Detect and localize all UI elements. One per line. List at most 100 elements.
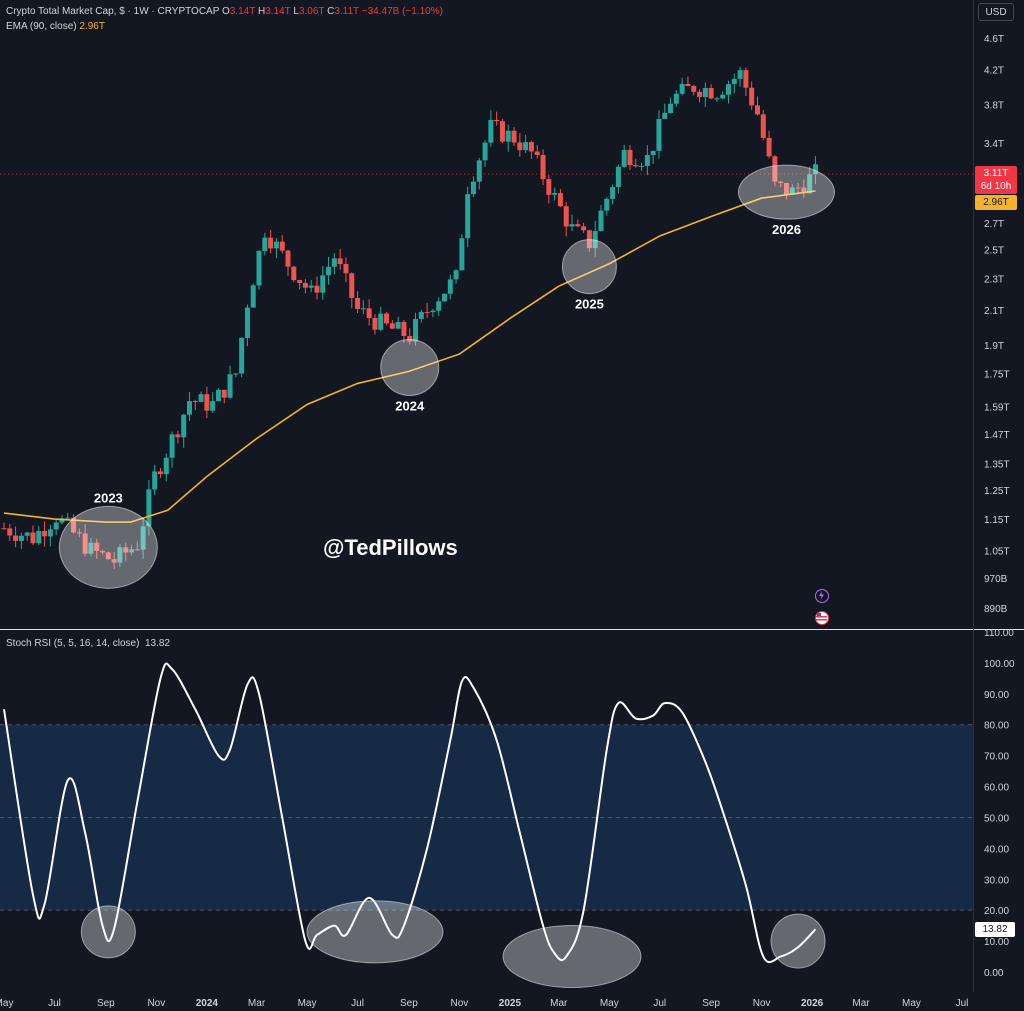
year-annotation: 2023: [94, 490, 123, 505]
candle: [783, 182, 789, 195]
price-tick-label: 970B: [984, 574, 1008, 585]
candle: [326, 266, 332, 276]
rsi-tick-label: 100.00: [984, 659, 1015, 670]
year-annotation: 2025: [575, 297, 604, 312]
candle: [302, 282, 308, 288]
ema-legend[interactable]: EMA (90, close) 2.96T: [6, 21, 105, 33]
time-tick-label: Mar: [248, 998, 266, 1009]
candle: [662, 113, 668, 120]
rsi-tick-label: 110.00: [984, 628, 1014, 639]
time-tick-label: May: [0, 998, 13, 1009]
candle: [691, 86, 697, 92]
price-tick-label: 1.47T: [984, 430, 1010, 441]
candle: [169, 434, 175, 458]
candle: [795, 187, 801, 189]
time-tick-label: Jul: [956, 998, 969, 1009]
time-tick-label: Jul: [48, 998, 61, 1009]
candle: [499, 121, 505, 142]
rsi-tick-label: 20.00: [984, 906, 1009, 917]
candle: [360, 308, 366, 310]
candle: [523, 142, 529, 151]
highlight-circle: [561, 239, 617, 295]
candle: [314, 285, 320, 293]
time-tick-label: Jul: [351, 998, 364, 1009]
candle: [215, 389, 221, 402]
price-tag-countdown: 6d 10h: [980, 181, 1012, 192]
rsi-tick-label: 80.00: [984, 721, 1009, 732]
us-flag-icon[interactable]: [815, 611, 829, 625]
open-label: O: [222, 6, 230, 17]
rsi-highlight-circle: [306, 900, 444, 964]
candle: [129, 549, 135, 553]
candle: [343, 264, 349, 274]
candle: [453, 270, 459, 280]
candle: [610, 187, 616, 199]
candle: [465, 194, 471, 239]
price-tick-label: 890B: [984, 604, 1008, 615]
candle: [331, 258, 337, 267]
candle: [204, 394, 210, 411]
candle: [250, 285, 256, 308]
low-label: L: [293, 6, 299, 17]
candle: [714, 98, 720, 100]
ema-tag: 2.96T: [975, 195, 1017, 210]
open-value: 3.14T: [229, 6, 256, 17]
candle: [673, 93, 679, 104]
candle: [743, 70, 749, 88]
candle: [291, 266, 297, 281]
price-tick-label: 4.2T: [984, 66, 1004, 77]
candle: [13, 535, 19, 541]
candle: [227, 374, 233, 398]
candle: [598, 210, 604, 232]
rsi-tick-label: 10.00: [984, 937, 1009, 948]
rsi-tick-label: 30.00: [984, 875, 1009, 886]
candle: [163, 457, 169, 475]
rsi-legend[interactable]: Stoch RSI (5, 5, 16, 14, close) 13.82: [6, 638, 170, 649]
candle: [627, 149, 633, 166]
rsi-value: 13.82: [144, 638, 170, 649]
price-tick-label: 2.7T: [984, 219, 1004, 230]
candle: [372, 318, 378, 330]
high-label: H: [257, 6, 266, 17]
candle: [749, 87, 755, 106]
candle: [355, 297, 361, 309]
flash-icon[interactable]: [815, 589, 829, 603]
candle: [447, 279, 453, 294]
candle: [59, 518, 65, 523]
low-value: 3.06T: [298, 6, 325, 17]
candle: [366, 308, 372, 319]
rsi-tick-label: 90.00: [984, 690, 1009, 701]
candle: [337, 258, 343, 265]
rsi-label: Stoch RSI (5, 5, 16, 14, close): [6, 638, 140, 649]
candle: [378, 313, 384, 330]
candle: [285, 250, 291, 267]
candle: [146, 489, 152, 527]
candle: [134, 549, 140, 551]
candle: [592, 231, 598, 249]
candle: [760, 114, 766, 138]
currency-button[interactable]: USD: [978, 3, 1014, 21]
highlight-circle: [58, 505, 158, 589]
candle: [239, 337, 245, 374]
ema-label: EMA (90, close): [6, 21, 77, 32]
candle: [18, 535, 24, 541]
candle: [581, 226, 587, 231]
candle: [152, 471, 158, 490]
candle: [546, 179, 552, 195]
candle: [778, 181, 784, 183]
candle: [505, 130, 511, 142]
price-tick-label: 2.5T: [984, 246, 1004, 257]
candle: [754, 105, 760, 115]
candle: [540, 154, 546, 180]
candle: [47, 529, 53, 537]
candle: [262, 237, 268, 251]
candle: [563, 206, 569, 227]
candle: [157, 471, 163, 475]
candle: [42, 531, 48, 537]
time-tick-label: Nov: [753, 998, 771, 1009]
price-tick-label: 2.3T: [984, 275, 1004, 286]
close-label: C: [327, 6, 335, 17]
candle: [789, 187, 795, 195]
year-annotation: 2026: [772, 222, 801, 237]
